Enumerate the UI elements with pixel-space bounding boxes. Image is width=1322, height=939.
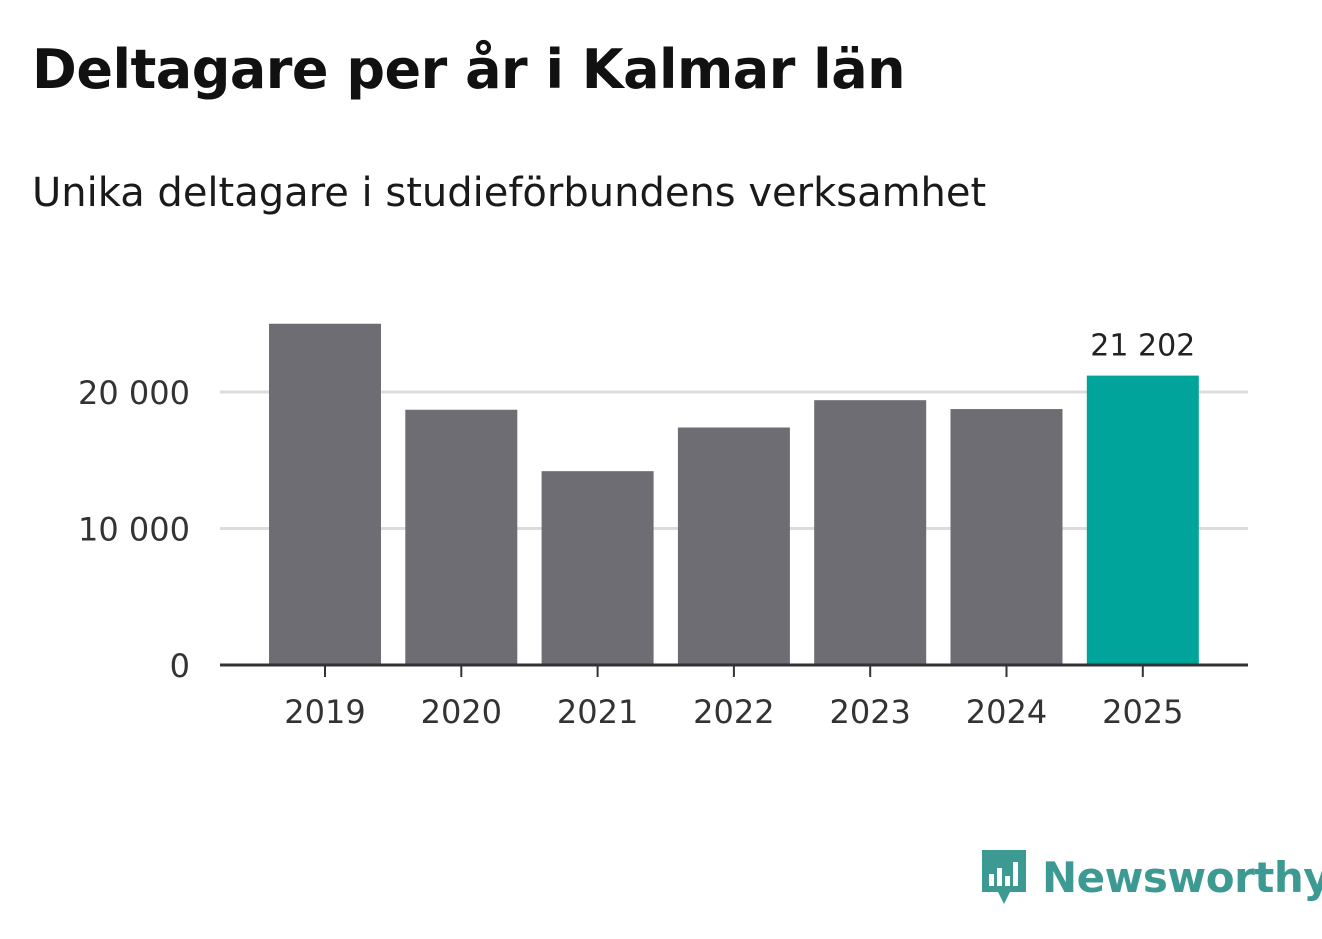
x-tick-label: 2019 bbox=[284, 693, 365, 731]
x-tick-label: 2022 bbox=[693, 693, 774, 731]
brand-name: Newsworthy bbox=[1042, 852, 1322, 902]
bar-2021 bbox=[541, 471, 654, 665]
x-tick-label: 2023 bbox=[829, 693, 910, 731]
brand-logo: Newsworthy bbox=[980, 848, 1322, 906]
newsworthy-logo-icon bbox=[982, 850, 1026, 904]
chart-subtitle: Unika deltagare i studieförbundens verks… bbox=[32, 170, 987, 216]
bar-2024 bbox=[950, 409, 1063, 665]
bar-2020 bbox=[405, 409, 518, 665]
bar-2025 bbox=[1086, 375, 1199, 665]
x-tick-label: 2020 bbox=[421, 693, 502, 731]
bar-2022 bbox=[677, 427, 790, 665]
y-tick-label: 10 000 bbox=[78, 511, 190, 549]
bar-2023 bbox=[814, 400, 927, 665]
x-tick-label: 2024 bbox=[966, 693, 1047, 731]
bar-2019 bbox=[269, 323, 381, 665]
data-label: 21 202 bbox=[1090, 329, 1195, 364]
y-tick-label: 20 000 bbox=[78, 374, 190, 412]
y-tick-label: 0 bbox=[170, 647, 190, 685]
x-tick-label: 2021 bbox=[557, 693, 638, 731]
chart-title: Deltagare per år i Kalmar län bbox=[32, 38, 906, 101]
x-tick-label: 2025 bbox=[1102, 693, 1183, 731]
